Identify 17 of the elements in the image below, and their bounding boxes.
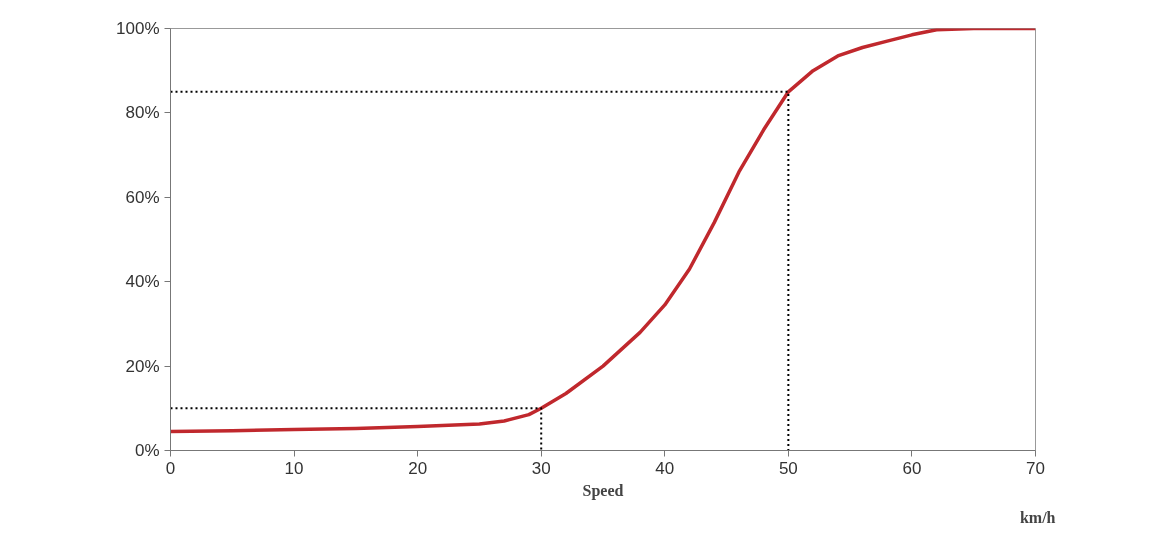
x-tick-label: 30 <box>531 458 551 478</box>
x-tick-label: 60 <box>902 458 922 478</box>
x-tick-label: 0 <box>165 458 176 478</box>
x-tick-label: 20 <box>408 458 428 478</box>
text: km/h <box>1019 508 1056 526</box>
y-tick-label: 60% <box>125 187 160 207</box>
y-tick-label: 40% <box>125 272 160 292</box>
y-tick-label: 20% <box>125 356 160 376</box>
x-axis-title: Speed <box>582 481 624 500</box>
y-tick-label: 100% <box>116 19 160 38</box>
x-tick-label: 10 <box>284 458 304 478</box>
x-tick-label: 50 <box>778 458 798 478</box>
y-tick-label: 0% <box>134 441 160 460</box>
x-tick-label: 70 <box>1026 458 1045 478</box>
y-tick-label: 80% <box>125 103 160 123</box>
line-series <box>170 28 1036 434</box>
x-tick-label: 40 <box>655 458 675 478</box>
